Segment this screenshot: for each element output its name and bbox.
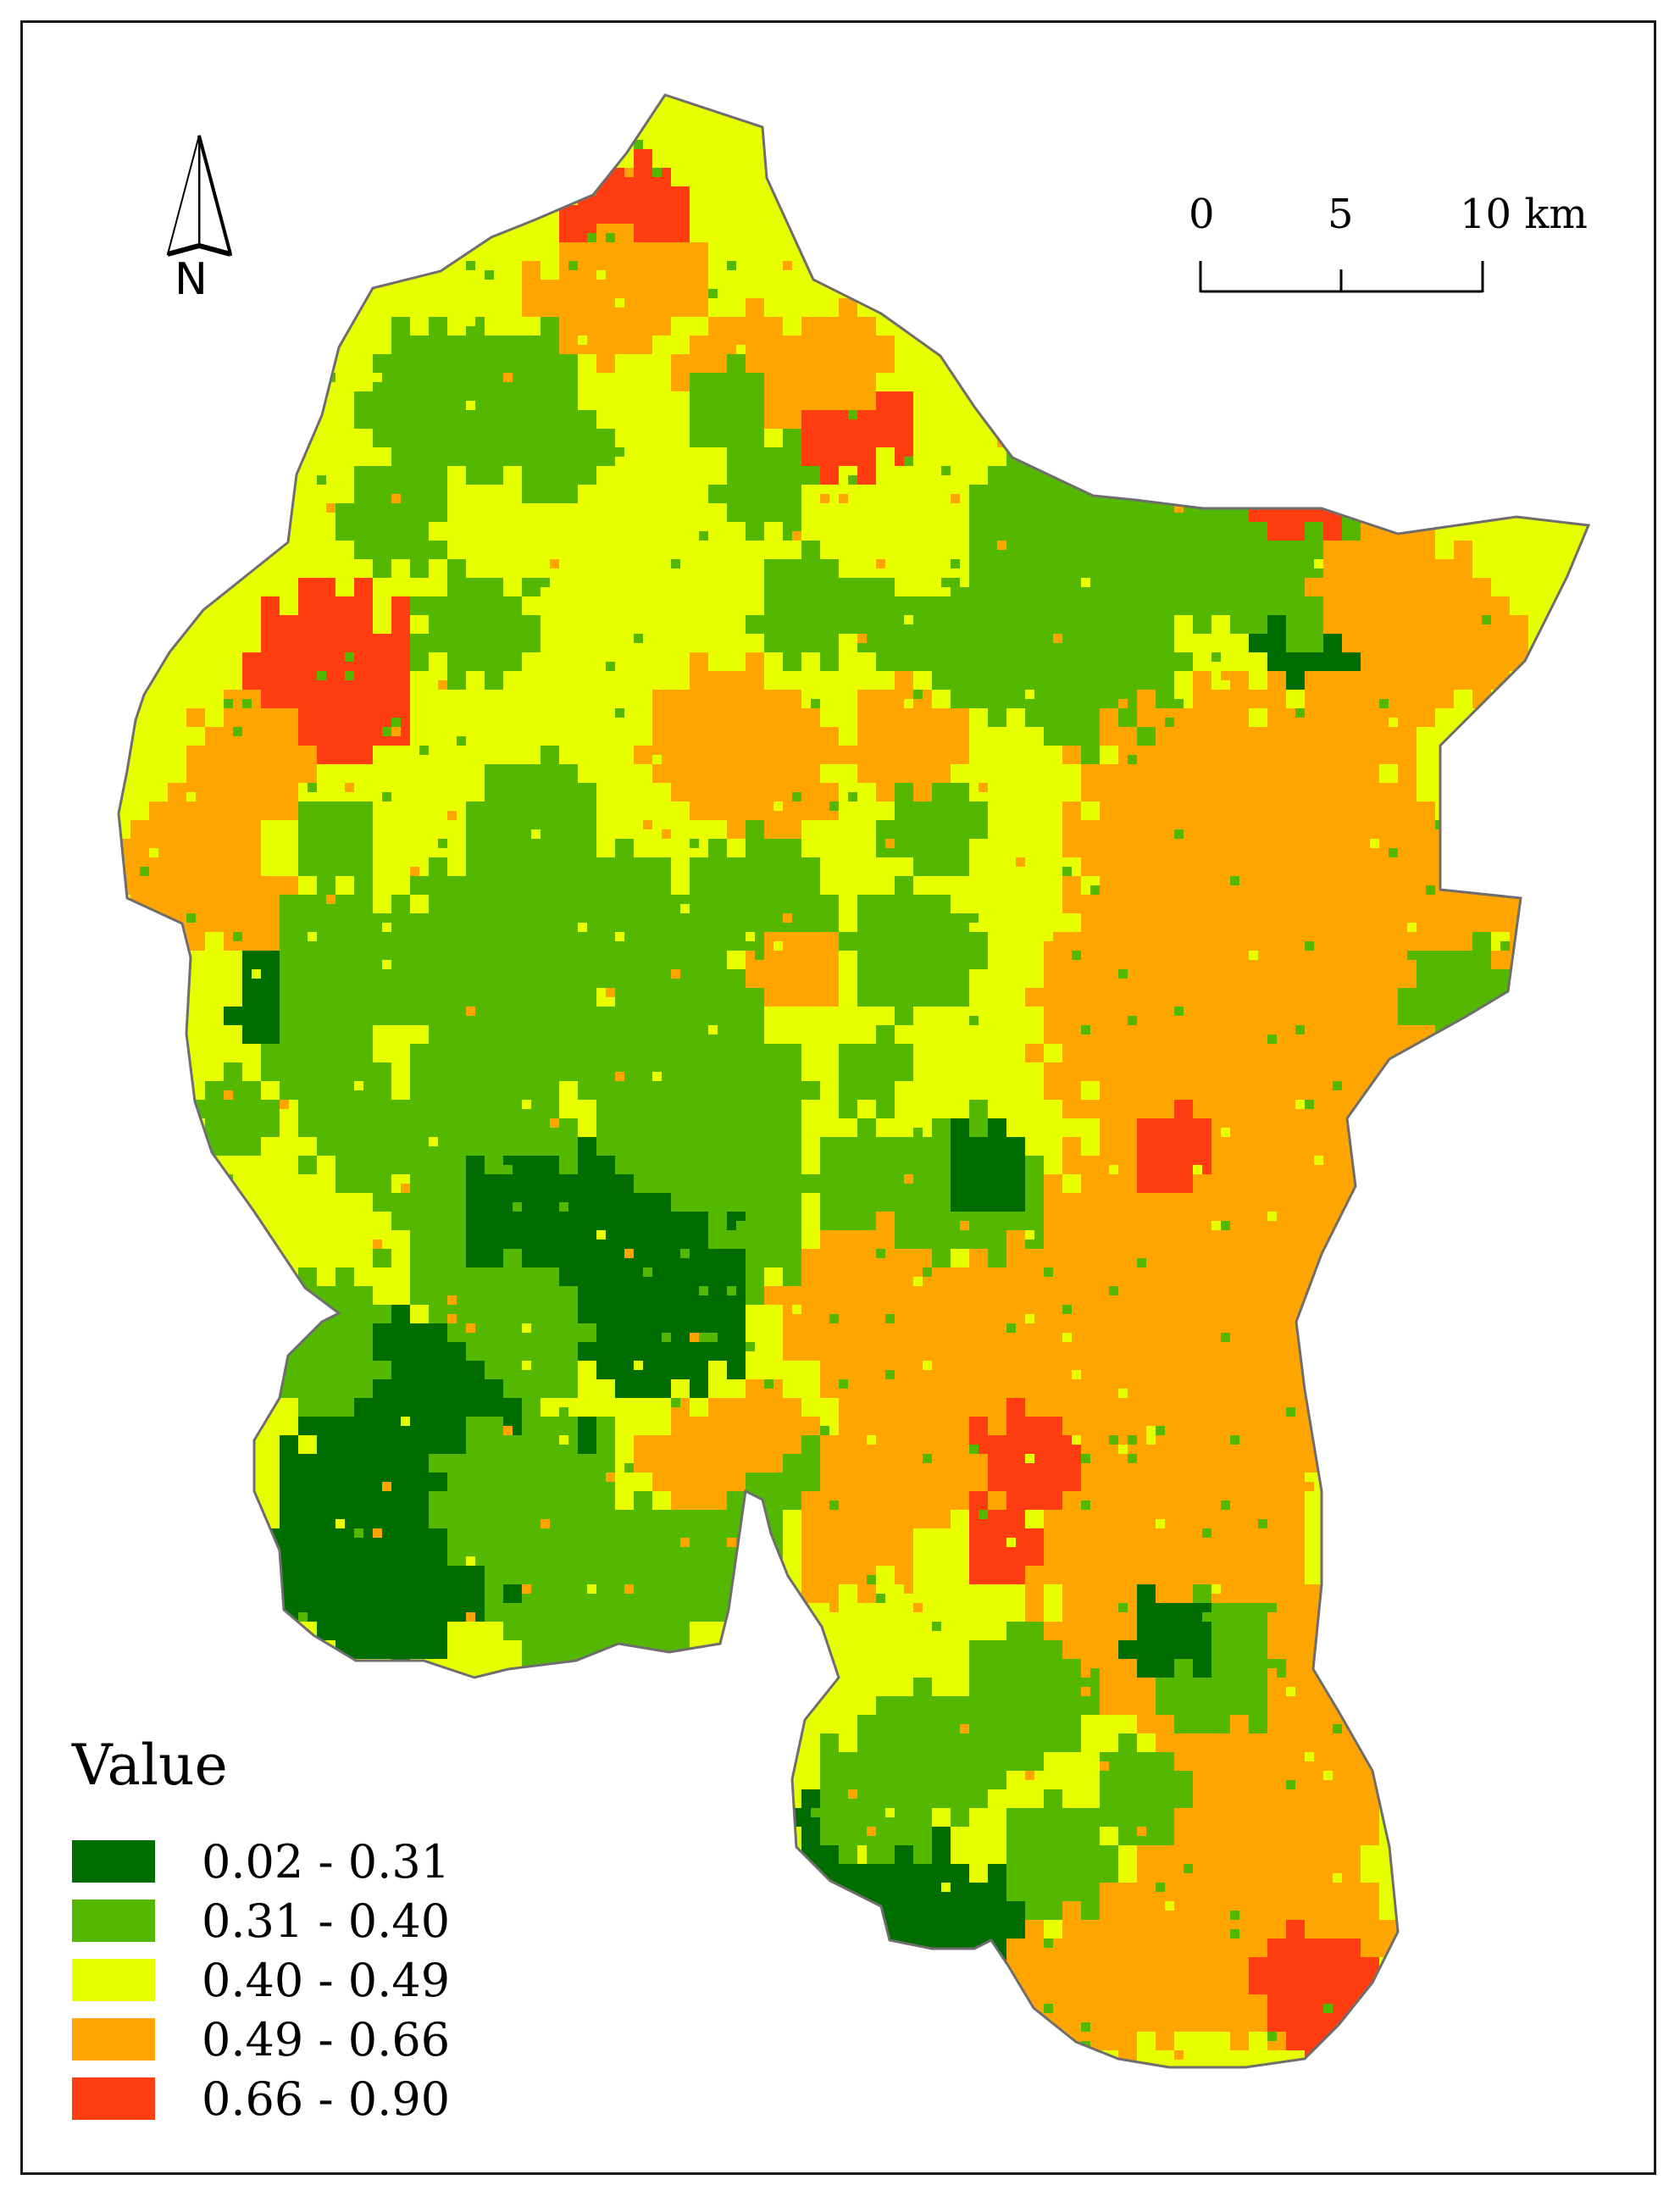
scale-tick-0: 0 <box>1189 191 1215 238</box>
legend-swatch-2 <box>72 1959 155 2001</box>
legend-label-1: 0.31 - 0.40 <box>202 1894 451 1948</box>
legend-label-3: 0.49 - 0.66 <box>202 2012 451 2066</box>
legend-item: 0.31 - 0.40 <box>72 1891 580 1950</box>
scale-bar: 0 5 10 km <box>1182 191 1588 301</box>
scale-tick-10km: 10 km <box>1460 191 1588 238</box>
scale-tick-5: 5 <box>1328 191 1354 238</box>
legend-swatch-3 <box>72 2018 155 2061</box>
legend-item: 0.66 - 0.90 <box>72 2069 580 2128</box>
legend-swatch-0 <box>72 1840 155 1883</box>
legend-label-2: 0.40 - 0.49 <box>202 1953 451 2007</box>
scale-bar-line <box>1199 261 1484 293</box>
legend: Value 0.02 - 0.31 0.31 - 0.40 0.40 - 0.4… <box>72 1733 580 2128</box>
legend-label-4: 0.66 - 0.90 <box>202 2072 451 2126</box>
legend-item: 0.40 - 0.49 <box>72 1950 580 2010</box>
legend-swatch-4 <box>72 2077 155 2120</box>
legend-title: Value <box>72 1733 228 1798</box>
legend-item: 0.49 - 0.66 <box>72 2010 580 2069</box>
legend-item: 0.02 - 0.31 <box>72 1832 580 1891</box>
north-arrow-icon <box>166 135 233 257</box>
legend-label-0: 0.02 - 0.31 <box>202 1834 451 1889</box>
legend-swatch-1 <box>72 1900 155 1942</box>
north-label: N <box>175 254 208 305</box>
